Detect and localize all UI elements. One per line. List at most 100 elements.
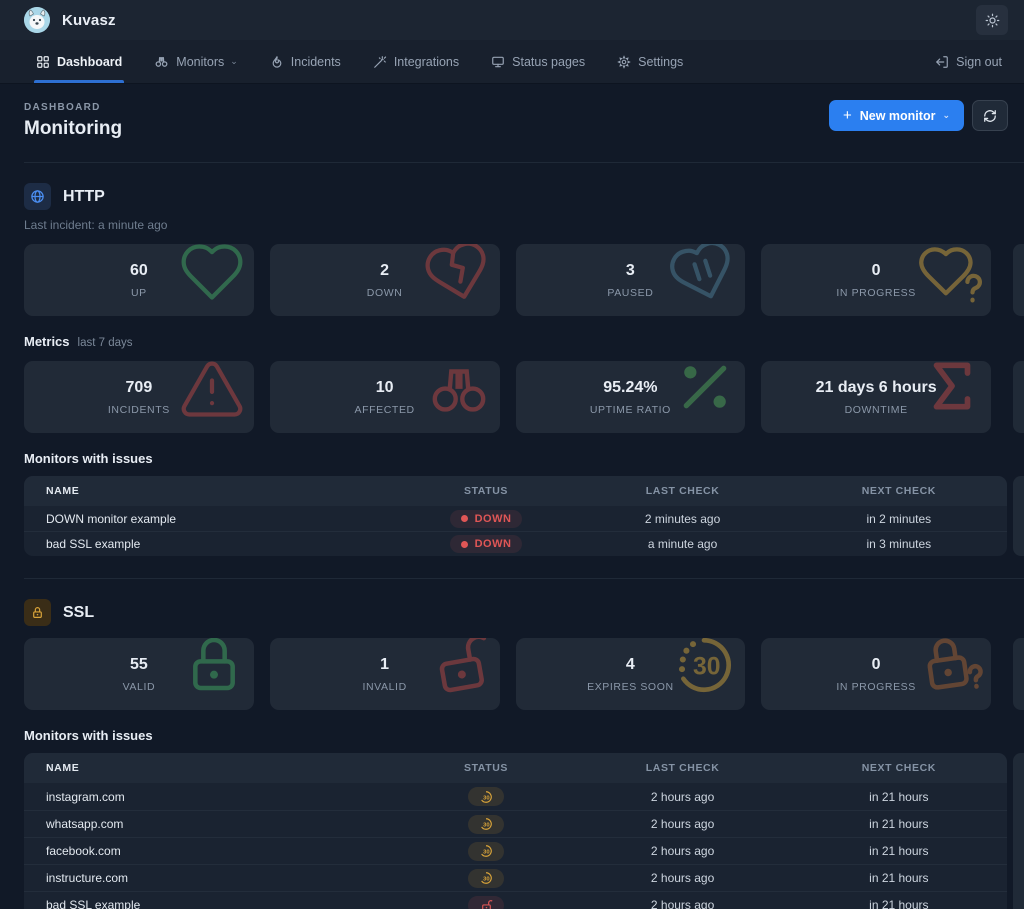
- nav-label: Incidents: [290, 54, 341, 69]
- column-header-status: STATUS: [463, 762, 509, 774]
- status-badge-expires-soon: 30: [468, 868, 504, 888]
- lock-icon: [24, 599, 51, 626]
- page-title: Monitoring: [24, 118, 123, 139]
- metric-card-downtime[interactable]: 21 days 6 hours DOWNTIME: [761, 361, 991, 433]
- nav-item-integrations[interactable]: Integrations: [371, 40, 461, 83]
- nav-item-monitors[interactable]: Monitors ⌄: [152, 40, 239, 83]
- clock-30-icon: 30: [481, 790, 492, 803]
- table-row[interactable]: whatsapp.com 30 2 hours ago in 21 hours: [24, 810, 1007, 837]
- sign-out-button[interactable]: Sign out: [933, 40, 1004, 83]
- stat-value: 21 days 6 hours: [815, 378, 937, 396]
- stat-value: 4: [625, 655, 635, 673]
- clock-30-icon: 30: [481, 845, 492, 857]
- nav-item-dashboard[interactable]: Dashboard: [34, 40, 125, 83]
- dog-avatar-icon: [24, 7, 50, 33]
- column-header-next-check: NEXT CHECK: [861, 485, 936, 497]
- column-header-last-check: LAST CHECK: [645, 762, 720, 774]
- stat-label: UP: [130, 286, 147, 299]
- stat-card-down[interactable]: 2 DOWN: [269, 244, 500, 316]
- page-actions: + New monitor ⌄: [828, 100, 1008, 131]
- globe-icon: [24, 183, 51, 210]
- refresh-button[interactable]: [972, 100, 1008, 131]
- table-row[interactable]: bad SSL example DOWN a minute ago in 3 m…: [24, 531, 1007, 556]
- stat-value: 60: [129, 261, 148, 279]
- last-check: 2 hours ago: [650, 898, 715, 909]
- stat-card-ssl-in-progress[interactable]: 0 IN PROGRESS: [761, 638, 991, 710]
- stat-card-up[interactable]: 60 UP: [24, 244, 254, 316]
- binoculars-icon: [432, 369, 485, 412]
- new-monitor-button[interactable]: + New monitor ⌄: [828, 100, 964, 131]
- stat-value: 0: [871, 655, 881, 673]
- http-issues-table-wrap: NAME STATUS LAST CHECK NEXT CHECK DOWN m…: [24, 476, 1024, 556]
- table-header-row: NAME STATUS LAST CHECK NEXT CHECK: [24, 476, 1007, 506]
- next-check: in 21 hours: [869, 871, 929, 885]
- stat-value: 3: [625, 261, 635, 279]
- nav-item-status-pages[interactable]: Status pages: [489, 40, 587, 83]
- stat-label: EXPIRES SOON: [587, 680, 674, 693]
- scroll-peek: [1013, 753, 1024, 909]
- http-section-title: HTTP: [63, 187, 105, 205]
- metric-card-affected[interactable]: 10 AFFECTED: [269, 361, 500, 433]
- last-check: 2 hours ago: [650, 789, 715, 804]
- binoculars-icon: [155, 57, 168, 67]
- sign-out-icon: [936, 55, 948, 68]
- monitor-name: instructure.com: [46, 871, 129, 885]
- lock-icon: [192, 638, 235, 691]
- refresh-icon: [984, 109, 996, 122]
- stat-label: DOWN: [366, 286, 403, 299]
- svg-text:30: 30: [483, 822, 489, 828]
- next-check: in 21 hours: [869, 789, 929, 804]
- breadcrumb: DASHBOARD: [24, 102, 101, 113]
- last-check: a minute ago: [647, 537, 718, 551]
- nav-label: Dashboard: [57, 54, 123, 69]
- metric-card-incidents[interactable]: 709 INCIDENTS: [24, 361, 254, 433]
- last-check: 2 hours ago: [650, 871, 715, 885]
- table-row[interactable]: facebook.com 30 2 hours ago in 21 hours: [24, 837, 1007, 864]
- stat-card-in-progress[interactable]: 0 IN PROGRESS: [761, 244, 991, 316]
- nav-label: Status pages: [512, 54, 586, 69]
- ssl-stats-row: 55 VALID 1 INVALID 4 EXPIRES SOON 30 0 I…: [24, 638, 1024, 710]
- flame-icon: [272, 55, 282, 68]
- stat-label: VALID: [122, 680, 156, 693]
- heart-pause-icon: [670, 244, 730, 299]
- nav-label: Integrations: [393, 54, 460, 69]
- nav-item-settings[interactable]: Settings: [615, 40, 685, 83]
- table-row[interactable]: instructure.com 30 2 hours ago in 21 hou…: [24, 864, 1007, 891]
- table-row[interactable]: DOWN monitor example DOWN 2 minutes ago …: [24, 506, 1007, 531]
- monitor-name: DOWN monitor example: [46, 511, 177, 526]
- broken-heart-icon: [425, 244, 486, 299]
- svg-text:30: 30: [483, 876, 489, 882]
- scroll-peek: [1013, 361, 1024, 433]
- metric-card-uptime-ratio[interactable]: 95.24% UPTIME RATIO: [515, 361, 746, 433]
- stat-label: UPTIME RATIO: [589, 403, 671, 416]
- table-row[interactable]: bad SSL example 2 hours ago in 21 hours: [24, 891, 1007, 909]
- next-check: in 21 hours: [869, 844, 929, 858]
- stat-value: 1: [380, 655, 390, 673]
- clock-30-icon: 30: [481, 818, 492, 830]
- lock-open-icon: [439, 638, 486, 693]
- monitor-name: facebook.com: [46, 844, 121, 858]
- stat-card-valid[interactable]: 55 VALID: [24, 638, 254, 710]
- next-check: in 21 hours: [869, 898, 929, 909]
- svg-text:30: 30: [693, 654, 721, 681]
- stat-card-paused[interactable]: 3 PAUSED: [515, 244, 746, 316]
- sun-icon: [985, 13, 999, 27]
- stat-value: 709: [125, 378, 153, 396]
- nav-item-incidents[interactable]: Incidents: [268, 40, 343, 83]
- http-issues-title: Monitors with issues: [24, 451, 153, 466]
- stat-card-invalid[interactable]: 1 INVALID: [269, 638, 500, 710]
- status-badge-invalid: [468, 895, 504, 909]
- wand-icon: [373, 55, 386, 68]
- stat-label: IN PROGRESS: [836, 680, 916, 693]
- stat-card-expires-soon[interactable]: 4 EXPIRES SOON 30: [515, 638, 746, 710]
- metrics-header: Metrics last 7 days: [24, 334, 1024, 349]
- stat-value: 2: [380, 261, 390, 279]
- table-row[interactable]: instagram.com 30 2 hours ago in 21 hours: [24, 783, 1007, 810]
- plus-icon: +: [842, 107, 852, 124]
- monitor-icon: [492, 56, 504, 67]
- theme-toggle-button[interactable]: [976, 5, 1008, 35]
- chevron-down-icon: ⌄: [942, 110, 950, 120]
- svg-text:30: 30: [483, 795, 489, 801]
- last-check: 2 minutes ago: [644, 511, 721, 526]
- last-check: 2 hours ago: [650, 817, 715, 831]
